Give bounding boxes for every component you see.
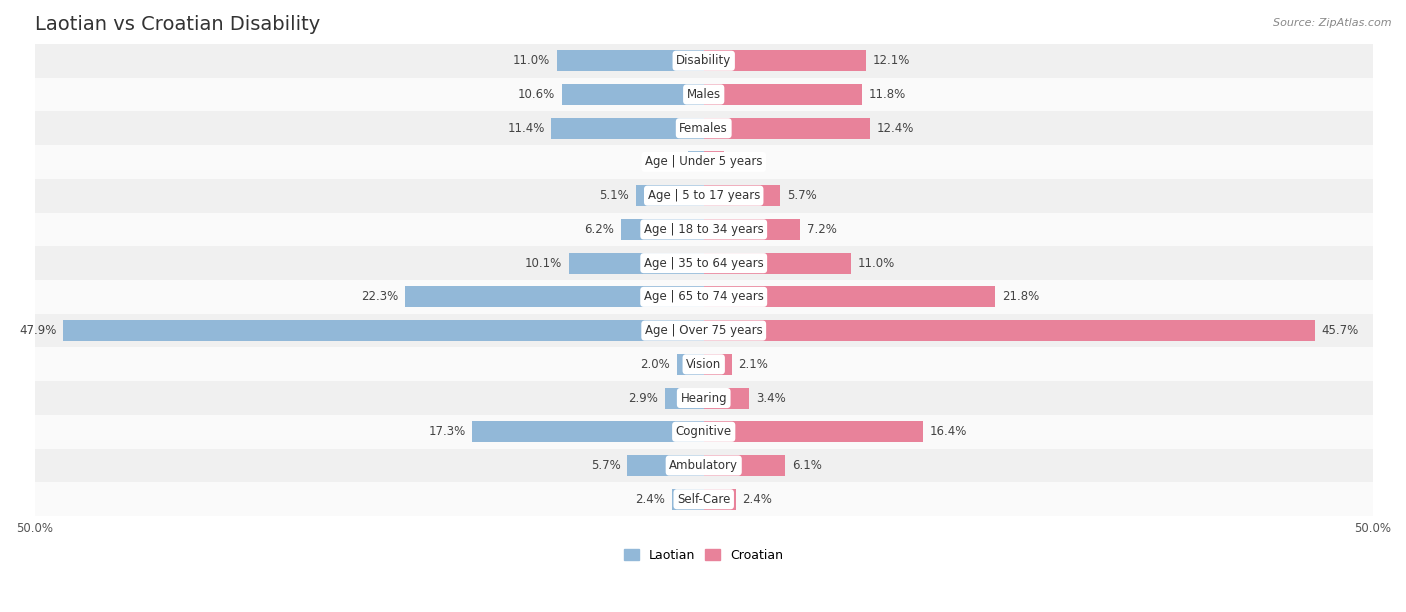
Text: 5.7%: 5.7% (591, 459, 621, 472)
Bar (704, 219, 800, 240)
Text: 1.2%: 1.2% (651, 155, 681, 168)
Text: 2.4%: 2.4% (742, 493, 772, 506)
Text: 2.9%: 2.9% (628, 392, 658, 405)
Bar (704, 387, 749, 408)
Bar (704, 320, 1315, 341)
Text: Age | 5 to 17 years: Age | 5 to 17 years (648, 189, 759, 202)
Text: Hearing: Hearing (681, 392, 727, 405)
Bar (405, 286, 704, 307)
Bar (676, 354, 704, 375)
Bar (63, 320, 704, 341)
Text: Age | 18 to 34 years: Age | 18 to 34 years (644, 223, 763, 236)
Bar (35, 111, 1372, 145)
Bar (704, 50, 866, 71)
Text: Ambulatory: Ambulatory (669, 459, 738, 472)
Text: 5.7%: 5.7% (786, 189, 817, 202)
Bar (551, 118, 704, 139)
Text: 47.9%: 47.9% (18, 324, 56, 337)
Bar (35, 415, 1372, 449)
Bar (704, 286, 995, 307)
Text: 2.1%: 2.1% (738, 358, 768, 371)
Bar (672, 489, 704, 510)
Text: 11.4%: 11.4% (508, 122, 544, 135)
Text: 10.1%: 10.1% (524, 256, 562, 270)
Bar (704, 421, 924, 442)
Text: Age | Over 75 years: Age | Over 75 years (645, 324, 762, 337)
Text: 11.0%: 11.0% (858, 256, 894, 270)
Text: 16.4%: 16.4% (929, 425, 967, 438)
Text: 1.5%: 1.5% (731, 155, 761, 168)
Bar (35, 314, 1372, 348)
Bar (35, 145, 1372, 179)
Text: 12.4%: 12.4% (876, 122, 914, 135)
Bar (704, 354, 731, 375)
Text: Age | 35 to 64 years: Age | 35 to 64 years (644, 256, 763, 270)
Text: 5.1%: 5.1% (599, 189, 628, 202)
Text: 45.7%: 45.7% (1322, 324, 1360, 337)
Bar (35, 78, 1372, 111)
Bar (688, 152, 704, 173)
Bar (35, 179, 1372, 212)
Bar (35, 348, 1372, 381)
Bar (704, 118, 869, 139)
Text: 6.2%: 6.2% (585, 223, 614, 236)
Text: 22.3%: 22.3% (361, 290, 399, 304)
Bar (35, 44, 1372, 78)
Bar (35, 280, 1372, 314)
Bar (704, 455, 786, 476)
Bar (704, 152, 724, 173)
Text: Age | 65 to 74 years: Age | 65 to 74 years (644, 290, 763, 304)
Bar (627, 455, 704, 476)
Text: Disability: Disability (676, 54, 731, 67)
Text: Males: Males (686, 88, 721, 101)
Text: 21.8%: 21.8% (1002, 290, 1039, 304)
Bar (665, 387, 704, 408)
Bar (35, 246, 1372, 280)
Bar (35, 482, 1372, 516)
Text: Age | Under 5 years: Age | Under 5 years (645, 155, 762, 168)
Bar (472, 421, 704, 442)
Bar (35, 381, 1372, 415)
Bar (704, 489, 735, 510)
Bar (35, 212, 1372, 246)
Text: Cognitive: Cognitive (676, 425, 731, 438)
Text: 3.4%: 3.4% (756, 392, 786, 405)
Text: 11.0%: 11.0% (513, 54, 550, 67)
Text: 6.1%: 6.1% (792, 459, 823, 472)
Bar (704, 84, 862, 105)
Text: 2.4%: 2.4% (636, 493, 665, 506)
Text: Laotian vs Croatian Disability: Laotian vs Croatian Disability (35, 15, 321, 34)
Text: Source: ZipAtlas.com: Source: ZipAtlas.com (1274, 18, 1392, 28)
Text: 12.1%: 12.1% (872, 54, 910, 67)
Text: 2.0%: 2.0% (641, 358, 671, 371)
Text: 17.3%: 17.3% (429, 425, 465, 438)
Text: 11.8%: 11.8% (869, 88, 905, 101)
Text: 7.2%: 7.2% (807, 223, 837, 236)
Text: Self-Care: Self-Care (678, 493, 730, 506)
Bar (704, 185, 780, 206)
Legend: Laotian, Croatian: Laotian, Croatian (619, 543, 789, 567)
Bar (568, 253, 704, 274)
Bar (636, 185, 704, 206)
Bar (562, 84, 704, 105)
Text: Females: Females (679, 122, 728, 135)
Bar (35, 449, 1372, 482)
Bar (621, 219, 704, 240)
Text: Vision: Vision (686, 358, 721, 371)
Bar (704, 253, 851, 274)
Text: 10.6%: 10.6% (517, 88, 555, 101)
Bar (557, 50, 704, 71)
